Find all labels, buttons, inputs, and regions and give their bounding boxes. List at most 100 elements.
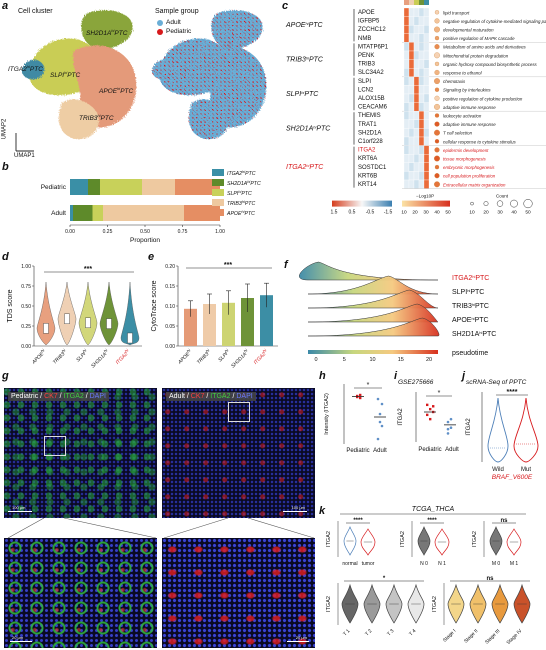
heat-cell [408,128,415,138]
umap-sample-plot [152,10,267,140]
heat-cell [408,145,415,155]
term-label: lipid transport [443,10,470,15]
gene-label: CEACAM6 [358,105,388,111]
gene-label: PENK [358,53,374,59]
gene-label: IGFBP5 [358,19,380,25]
pval-tick: 50 [445,210,451,216]
heat-cell [418,68,425,77]
cluster-itga2-region [22,59,45,80]
gene-label: SLPI [358,79,371,85]
adult-overview-image: Adult / CK7 / ITGA2 / DAPI 100 μm [162,388,315,518]
heat-cell [418,111,425,120]
heat-cell [423,59,430,69]
heat-cell [413,102,420,112]
x-tick-label: Stage III [484,628,501,645]
heat-cell [403,68,410,77]
x-tick-label: Pediatric [418,447,441,453]
bar-segment [100,179,142,195]
x-tick-label: 0.25 [103,229,113,235]
heat-scale-tick: 0.5 [349,210,356,216]
bar-segment [88,179,100,195]
gene-label: C1orf228 [358,139,383,145]
x-tick-label: APOEhi [175,348,193,366]
heat-cell [418,102,425,112]
data-point [378,412,382,416]
y-axis-label: ITGA2 [400,531,406,547]
panel-letter-k: k [319,505,326,517]
heat-cell [403,102,410,112]
heat-cell [403,33,410,43]
cluster-label-itga2: ITGA2hiPTC [8,64,43,74]
x-tick-label: N 0 [420,561,428,567]
heat-cell [423,33,430,43]
heat-cell [413,7,420,17]
heat-cell [408,162,415,172]
heat-cell [403,16,410,26]
violin-shape [99,281,119,346]
count-tick: 20 [483,210,489,216]
heat-cell [418,16,425,26]
term-label: Extracellular matrix organization [443,182,506,187]
panel-letter-b: b [2,161,9,173]
x-tick-label: Mut [521,467,531,473]
scale-text-top-left: 100 μm [12,505,26,510]
data-point [449,426,453,430]
legend-swatch [212,169,224,176]
heat-cell [423,145,430,155]
term-label: positive regulation of cytokine producti… [442,96,523,101]
cell-cluster-title: Cell cluster [18,8,53,15]
count-circle [523,199,533,209]
heat-cell [408,25,415,34]
x-tick-label: T 2 [364,628,373,637]
violin-shape [36,281,56,346]
data-point [446,427,450,431]
legend-swatch [212,209,224,216]
data-point [378,420,382,424]
heat-cell [418,119,425,129]
gene-label: NMB [358,36,371,42]
heat-cell [403,154,410,163]
term-label: chemotaxis [443,79,466,84]
heat-cell [423,179,430,189]
pval-scale-bar [402,200,450,207]
heat-cell [408,171,415,181]
gene-label: TRIB3 [358,62,376,68]
bar-segment [92,205,103,221]
ridge-label: APOEhiPTC [452,316,489,324]
pseudotime-tick: 10 [369,357,375,363]
data-point [429,407,432,411]
pval-tick: 30 [423,210,429,216]
heat-cell [418,33,425,43]
term-bubble [434,113,440,118]
y-tick-label: 0.75 [21,284,31,290]
sig-label: *** [84,266,92,273]
cluster-sh2d1a-region [81,10,133,50]
bar [222,302,235,346]
term-bubble [434,147,440,153]
y-tick-label: 0.00 [165,344,175,350]
heat-cell [403,145,410,155]
scale-bar-bottom-right [287,640,309,642]
term-bubble [434,52,440,59]
violin-shape [120,281,140,346]
x-tick-label: ITGA2hi [251,348,269,366]
data-point [432,405,435,408]
group-label: SLPIhiPTC [286,90,319,98]
term-label: embryonic morphogenesis [443,165,495,170]
x-tick-label: TRIB3hi [195,348,213,366]
x-tick-label: T 3 [386,628,395,637]
y-axis-label: ITGA2 [326,596,332,612]
pval-tick: 10 [401,210,407,216]
panel-letter-c: c [282,0,289,12]
bar-segment [175,179,220,195]
heat-cell [423,102,430,112]
tcga-title: TCGA_THCA [412,506,455,513]
scale-text-bottom-left: 20 μm [12,635,24,640]
gene-label: LCN2 [358,87,374,93]
heat-cell [403,59,410,69]
gene-enrichment-heatmap: APOEhiPTC APOE IGFBP5 ZCCHC12 NMB TRIB3hiPTC M… [285,0,546,216]
x-tick-label: T 4 [408,628,417,637]
term-label: Metabolism of amino acids and derivative… [443,45,527,50]
bar-segment [142,179,175,195]
header-strip [404,0,409,5]
